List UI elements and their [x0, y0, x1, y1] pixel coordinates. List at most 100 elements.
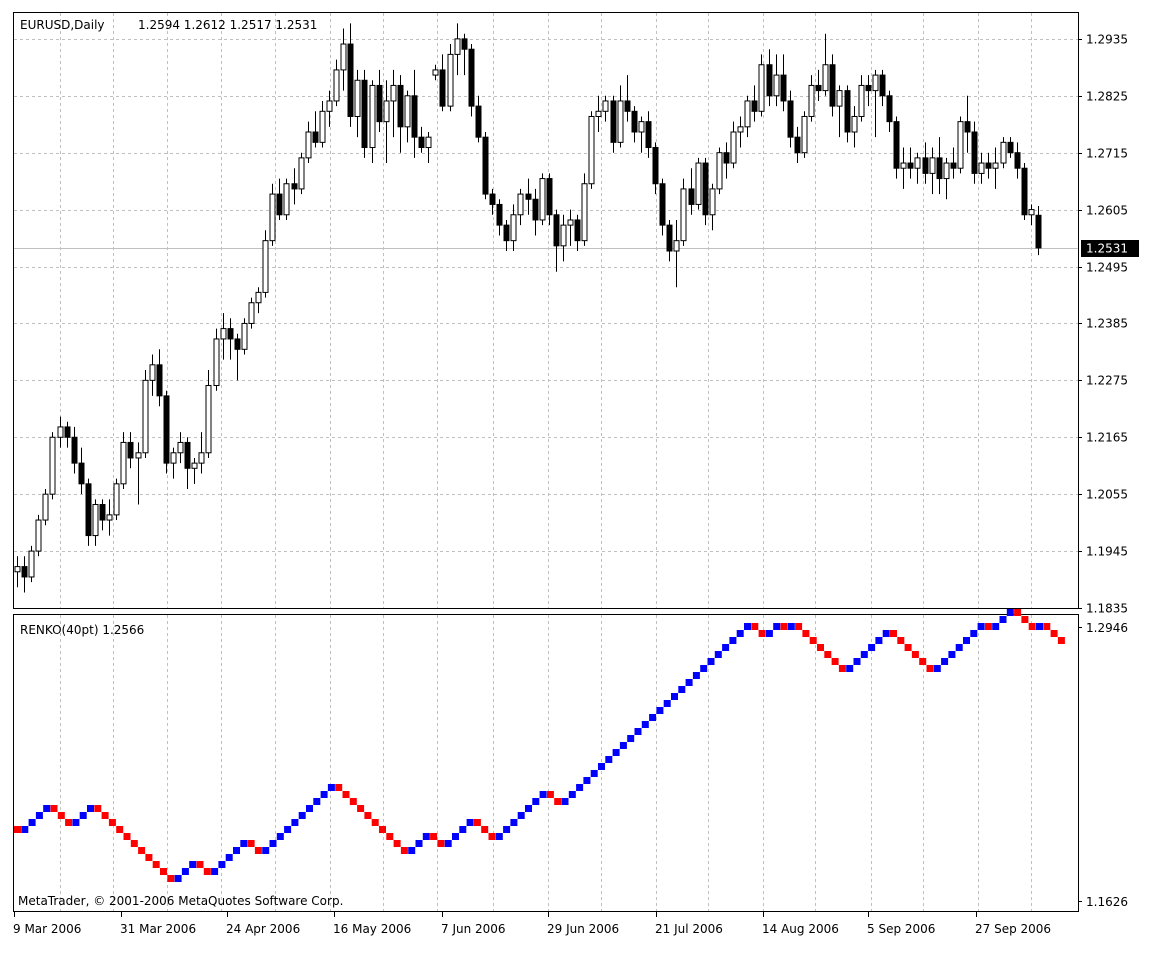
candle-body-up — [1000, 141, 1007, 164]
renko-brick-up — [933, 665, 941, 672]
candle — [758, 54, 765, 117]
candle — [730, 121, 737, 169]
renko-brick-up — [320, 791, 328, 798]
candle-body-up — [57, 426, 64, 438]
candle-body-up — [198, 452, 205, 464]
candle — [127, 432, 134, 469]
renko-brick-down — [911, 651, 919, 658]
candle-body-up — [581, 183, 588, 242]
candle — [801, 111, 808, 158]
candle-body-down — [723, 152, 730, 164]
candle — [631, 106, 638, 143]
renko-brick-down — [145, 854, 153, 861]
candle-body-up — [695, 162, 702, 205]
candle-body-up — [49, 436, 56, 495]
renko-brick-down — [379, 826, 386, 833]
candle — [680, 178, 687, 246]
candle-body-down — [985, 162, 992, 169]
renko-panel[interactable]: RENKO(40pt) 1.2566 MetaTrader, © 2001-20… — [13, 609, 1079, 912]
renko-brick-down — [65, 819, 73, 826]
candle — [879, 69, 886, 107]
candle — [234, 333, 241, 381]
renko-brick-up — [977, 623, 985, 630]
candle-body-down — [85, 483, 92, 537]
renko-brick-up — [875, 637, 883, 644]
renko-brick-down — [342, 791, 350, 798]
price-panel[interactable]: EURUSD,Daily 1.2594 1.2612 1.2517 1.2531 — [13, 12, 1079, 609]
renko-brick-down — [758, 630, 766, 637]
renko-brick-down — [349, 798, 357, 805]
copyright-text: MetaTrader, © 2001-2006 MetaQuotes Softw… — [18, 894, 343, 908]
candle-body-up — [716, 152, 723, 190]
candle — [276, 178, 283, 220]
candle — [539, 173, 546, 226]
candle-body-up — [14, 566, 21, 573]
candle-body-up — [369, 84, 376, 149]
candle — [156, 349, 163, 407]
renko-brick-down — [357, 805, 365, 812]
candle — [560, 214, 567, 262]
candle — [610, 95, 617, 153]
candle — [624, 75, 631, 122]
renko-brick-up — [773, 623, 781, 630]
renko-bricks-series — [14, 609, 1065, 882]
candle-body-up — [205, 385, 212, 454]
candle-body-down — [631, 110, 638, 133]
candle-body-down — [461, 38, 468, 50]
candle-body-down — [922, 157, 929, 174]
candle-body-down — [71, 436, 78, 464]
renko-brick-down — [108, 819, 116, 826]
candle — [475, 95, 482, 143]
candle-body-down — [489, 193, 496, 205]
candle-body-up — [673, 240, 680, 252]
candle — [673, 219, 680, 288]
renko-brick-up — [43, 805, 51, 812]
candle — [652, 142, 659, 195]
renko-brick-up — [970, 630, 978, 637]
candle — [914, 152, 921, 184]
renko-panel-title: RENKO(40pt) 1.2566 — [20, 623, 144, 637]
candle — [929, 147, 936, 195]
renko-brick-up — [671, 693, 678, 700]
candle-body-up — [836, 90, 843, 107]
renko-brick-down — [430, 833, 438, 840]
candle-body-down — [1014, 152, 1021, 169]
candle-body-up — [737, 126, 744, 133]
renko-brick-down — [364, 812, 372, 819]
renko-brick-up — [284, 826, 292, 833]
renko-brick-up — [313, 798, 321, 805]
renko-brick-down — [14, 826, 21, 833]
bid-price-label-text: 1.2531 — [1086, 242, 1128, 256]
candle — [900, 147, 907, 189]
renko-brick-down — [138, 847, 146, 854]
candle — [319, 100, 326, 148]
candle-body-down — [893, 121, 900, 169]
candle-body-up — [142, 379, 149, 454]
candle-body-up — [298, 157, 305, 190]
renko-brick-up — [306, 805, 313, 812]
price-axis-label: 1.2935 — [1086, 33, 1128, 47]
candle-body-down — [184, 441, 191, 469]
renko-brick-up — [736, 630, 744, 637]
candle-body-down — [418, 136, 425, 149]
candle — [666, 219, 673, 262]
time-axis-label: 24 Apr 2006 — [226, 922, 300, 936]
renko-brick-down — [160, 868, 167, 875]
renko-brick-up — [860, 651, 868, 658]
candle — [496, 199, 503, 236]
price-axis-label: 1.2275 — [1086, 374, 1128, 388]
candle — [688, 168, 695, 215]
renko-brick-up — [466, 819, 474, 826]
candle-body-up — [858, 84, 865, 117]
candle-body-up — [319, 110, 326, 143]
candle-body-up — [454, 38, 461, 55]
price-axis-label: 1.2385 — [1086, 317, 1128, 331]
candle — [659, 178, 666, 236]
candle — [851, 106, 858, 148]
candle-body-down — [1035, 214, 1042, 249]
price-axis-label: 1.1945 — [1086, 545, 1128, 559]
candle — [1014, 142, 1021, 179]
renko-brick-up — [517, 812, 525, 819]
candle — [205, 370, 212, 458]
